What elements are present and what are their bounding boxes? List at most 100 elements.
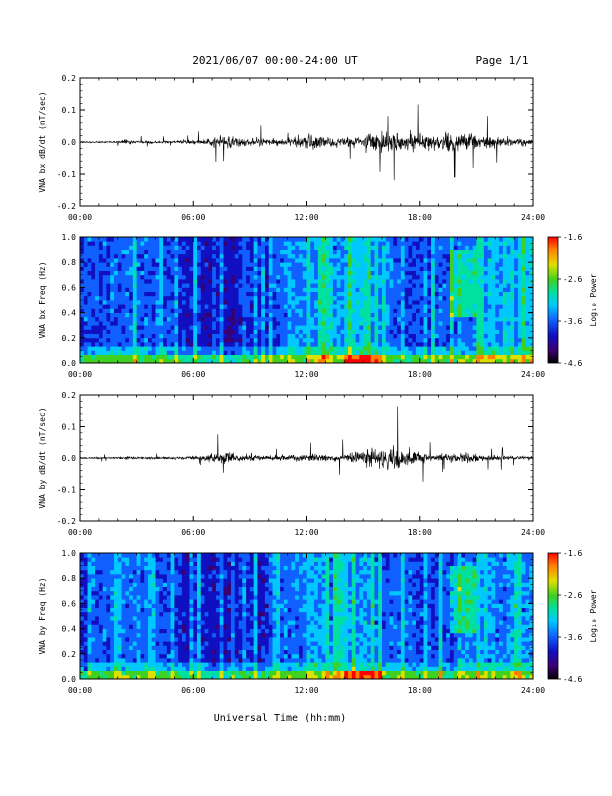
spectrogram-cell: [499, 296, 503, 301]
spectrogram-cell: [246, 317, 250, 322]
spectrogram-cell: [503, 317, 507, 322]
spectrogram-cell: [382, 292, 386, 297]
spectrogram-cell: [299, 283, 303, 288]
spectrogram-cell: [254, 237, 258, 242]
spectrogram-cell: [163, 300, 167, 305]
spectrogram-cell: [442, 342, 446, 347]
spectrogram-cell: [295, 266, 299, 271]
spectrogram-cell: [140, 570, 144, 575]
spectrogram-cell: [171, 287, 175, 292]
spectrogram-cell: [133, 599, 137, 604]
spectrogram-cell: [159, 612, 163, 617]
spectrogram-cell: [84, 616, 88, 621]
colorbar-label: Log₁₀ Power: [589, 273, 598, 326]
spectrogram-cell: [356, 250, 360, 255]
spectrogram-cell: [280, 271, 284, 276]
spectrogram-cell: [106, 262, 110, 267]
spectrogram-cell: [488, 313, 492, 318]
spectrogram-cell: [450, 262, 454, 267]
spectrogram-cell: [280, 308, 284, 313]
spectrogram-cell: [476, 329, 480, 334]
spectrogram-cell: [435, 266, 439, 271]
spectrogram-cell: [95, 587, 99, 592]
spectrogram-cell: [273, 350, 277, 355]
spectrogram-cell: [390, 283, 394, 288]
spectrogram-cell: [159, 287, 163, 292]
spectrogram-cell: [250, 250, 254, 255]
spectrogram-cell: [201, 633, 205, 638]
spectrogram-cell: [480, 304, 484, 309]
spectrogram-cell: [427, 300, 431, 305]
spectrogram-cell: [235, 250, 239, 255]
spectrogram-cell: [374, 241, 378, 246]
spectrogram-cell: [140, 296, 144, 301]
spectrogram-cell: [156, 350, 160, 355]
spectrogram-cell: [291, 271, 295, 276]
spectrogram-cell: [167, 587, 171, 592]
spectrogram-cell: [390, 355, 394, 360]
spectrogram-cell: [125, 292, 129, 297]
spectrogram-cell: [442, 346, 446, 351]
spectrogram-cell: [178, 279, 182, 284]
spectrogram-cell: [469, 241, 473, 246]
spectrogram-cell: [156, 304, 160, 309]
spectrogram-cell: [152, 650, 156, 655]
spectrogram-cell: [212, 283, 216, 288]
spectrogram-cell: [397, 304, 401, 309]
spectrogram-cell: [159, 641, 163, 646]
spectrogram-cell: [156, 355, 160, 360]
spectrogram-cell: [125, 355, 129, 360]
spectrogram-cell: [106, 658, 110, 663]
spectrogram-cell: [91, 338, 95, 343]
spectrogram-cell: [99, 557, 103, 562]
spectrogram-cell: [408, 279, 412, 284]
spectrogram-cell: [189, 342, 193, 347]
spectrogram-cell: [227, 283, 231, 288]
spectrogram-cell: [469, 325, 473, 330]
spectrogram-cell: [507, 262, 511, 267]
spectrogram-cell: [239, 304, 243, 309]
spectrogram-cell: [156, 237, 160, 242]
spectrogram-cell: [171, 641, 175, 646]
spectrogram-cell: [186, 321, 190, 326]
spectrogram-cell: [220, 321, 224, 326]
spectrogram-cell: [382, 266, 386, 271]
spectrogram-cell: [337, 283, 341, 288]
spectrogram-cell: [424, 254, 428, 259]
spectrogram-cell: [522, 254, 526, 259]
spectrogram-cell: [276, 287, 280, 292]
spectrogram-cell: [84, 300, 88, 305]
spectrogram-cell: [367, 266, 371, 271]
spectrogram-cell: [118, 254, 122, 259]
spectrogram-cell: [344, 271, 348, 276]
spectrogram-cell: [416, 317, 420, 322]
spectrogram-cell: [442, 283, 446, 288]
spectrogram-cell: [118, 566, 122, 571]
spectrogram-cell: [491, 342, 495, 347]
spectrogram-cell: [288, 313, 292, 318]
spectrogram-cell: [152, 599, 156, 604]
spectrogram-cell: [284, 346, 288, 351]
spectrogram-cell: [371, 313, 375, 318]
spectrogram-cell: [122, 237, 126, 242]
spectrogram-cell: [118, 304, 122, 309]
spectrogram-cell: [424, 245, 428, 250]
spectrogram-cell: [189, 591, 193, 596]
spectrogram-cell: [340, 317, 344, 322]
spectrogram-cell: [197, 329, 201, 334]
spectrogram-cell: [152, 275, 156, 280]
spectrogram-cell: [208, 308, 212, 313]
spectrogram-cell: [401, 283, 405, 288]
spectrogram-cell: [227, 241, 231, 246]
spectrogram-cell: [420, 300, 424, 305]
spectrogram-cell: [159, 292, 163, 297]
spectrogram-cell: [182, 350, 186, 355]
spectrogram-cell: [473, 300, 477, 305]
spectrogram-cell: [205, 317, 209, 322]
spectrogram-cell: [167, 250, 171, 255]
spectrogram-cell: [371, 325, 375, 330]
spectrogram-cell: [412, 287, 416, 292]
spectrogram-cell: [325, 329, 329, 334]
spectrogram-cell: [427, 271, 431, 276]
spectrogram-cell: [250, 329, 254, 334]
